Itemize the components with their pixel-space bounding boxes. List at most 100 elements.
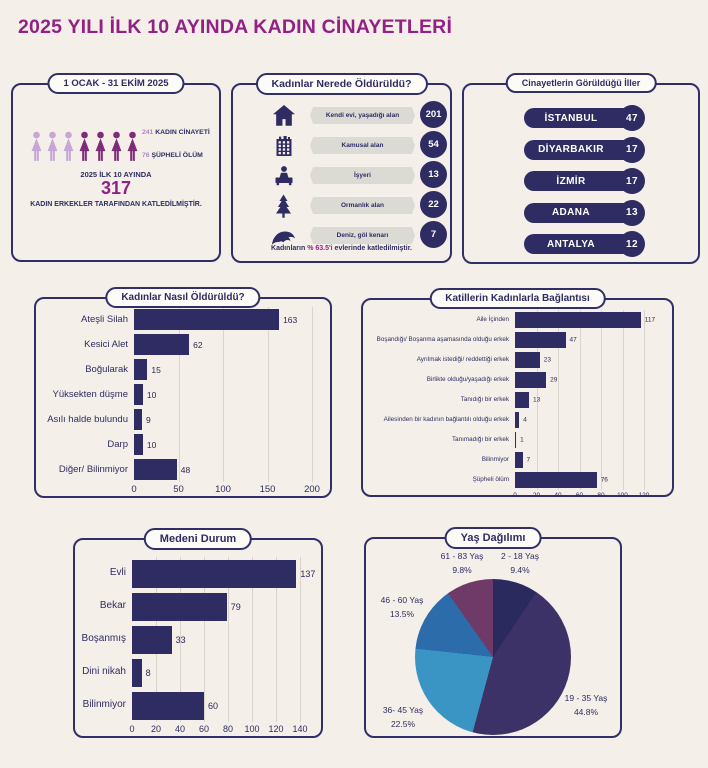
location-panel: Kadınlar Nerede Öldürüldü? Kendi evi, ya… [231, 73, 452, 263]
gridline [252, 557, 253, 722]
summary-panel: 1 OCAK - 31 EKİM 2025 241 KADIN CİNAYETİ… [11, 73, 221, 262]
bar-track: 8 [132, 656, 300, 689]
bar-category-label: Boşandığı/ Boşanma aşamasında olduğu erk… [376, 335, 509, 343]
bar-value-label: 9 [146, 414, 151, 425]
bar-row: Tanıdığı bir erkek 13 [367, 390, 644, 410]
x-tick-label: 20 [532, 492, 541, 499]
bar-row: Boşanmış 33 [79, 623, 300, 656]
note-suffix: evlerinde katledilmiştir. [332, 245, 412, 252]
suspicious-death-stat: 76 ŞÜPHELİ ÖLÜM [142, 152, 210, 159]
workplace-icon [270, 162, 297, 189]
killer-relation-chart-title: Katillerin Kadınlarla Bağlantısı [445, 293, 590, 304]
x-tick-label: 0 [513, 492, 517, 499]
bar-track: 79 [132, 590, 300, 623]
gridline [300, 557, 301, 722]
bar-category-label: Aile İçinden [476, 315, 509, 323]
city-name: İZMİR [556, 175, 586, 187]
gridline [228, 557, 229, 722]
bar-category-label: Yüksekten düşme [52, 388, 128, 400]
gridline [312, 307, 313, 482]
bar-track: 47 [515, 330, 644, 350]
bar-row: Şüpheli ölüm 76 [367, 470, 644, 490]
x-tick-label: 140 [292, 724, 308, 734]
bar [134, 334, 190, 355]
x-tick-label: 100 [244, 724, 260, 734]
x-tick-label: 40 [174, 724, 186, 734]
x-tick-label: 80 [222, 724, 234, 734]
pie-slice-label: 61 - 83 Yaş [440, 551, 484, 561]
bar-category-label: Ayrılmak istediği/ reddettiği erkek [416, 355, 509, 363]
bar-track: 117 [515, 310, 655, 330]
bar-category-label: Bilinmiyor [82, 699, 126, 711]
woman-icon [45, 130, 60, 169]
bar [515, 472, 597, 488]
bar-category-label: Evli [109, 567, 126, 579]
bar-value-label: 33 [175, 634, 186, 645]
bar [132, 559, 297, 588]
bar-track: 9 [134, 407, 312, 432]
wave-icon [270, 222, 297, 249]
bar-category-label: Darp [107, 438, 128, 450]
bar-track: 62 [134, 332, 312, 357]
location-count-badge: 201 [420, 101, 447, 128]
bar [132, 691, 204, 720]
method-chart-header: Kadınlar Nasıl Öldürüldü? [105, 287, 261, 308]
bar-value-label: 15 [151, 364, 161, 375]
x-axis: 0 20 40 60 80 100 120 [513, 491, 649, 504]
woman-icon [77, 130, 92, 169]
pie-slice-label: 2 - 18 Yaş [501, 551, 539, 561]
bar-row: Tanımadığı bir erkek 1 [367, 430, 644, 450]
gridline [558, 310, 559, 490]
location-row: İşyeri 13 [233, 160, 450, 190]
bar-row: Boğularak 15 [44, 357, 312, 382]
gridline [180, 557, 181, 722]
location-count-badge: 13 [420, 161, 447, 188]
house-icon [270, 102, 297, 129]
gridlines [134, 307, 313, 482]
age-pie-chart [415, 579, 571, 735]
bar-row: Ayrılmak istediği/ reddettiği erkek 23 [367, 350, 644, 370]
bar-row: Darp 10 [44, 432, 312, 457]
pie-slice-percent: 9.8% [452, 565, 472, 576]
bar-category-label: Boğularak [85, 363, 128, 375]
bar-row: Kesici Alet 62 [44, 332, 312, 357]
bar-track: 163 [134, 307, 312, 332]
x-tick-label: 40 [554, 492, 562, 499]
bar [134, 359, 148, 380]
bar-value-label: 1 [520, 436, 524, 444]
gridline [622, 310, 624, 490]
x-axis: 0 20 40 60 80 100 120 140 [129, 723, 307, 736]
bar-category-label: Bekar [99, 600, 126, 612]
x-tick-label: 0 [131, 484, 137, 495]
location-row: Ormanlık alan 22 [233, 190, 450, 220]
x-tick-label: 60 [198, 724, 210, 734]
gridline [601, 310, 602, 490]
bar-category-label: Dini nikah [82, 666, 126, 678]
bar-row: Ateşli Silah 163 [44, 307, 312, 332]
bar [132, 625, 172, 654]
gridline [204, 557, 205, 722]
gridline [536, 310, 538, 490]
city-name: ADANA [551, 207, 591, 218]
femicide-count: 241 [142, 129, 154, 136]
gridlines [515, 310, 645, 490]
bar-row: Birlikte olduğu/yaşadığı erkek 29 [367, 370, 644, 390]
bar [515, 432, 517, 448]
bar [515, 392, 529, 408]
x-tick-label: 100 [617, 492, 628, 499]
age-chart-title: Yaş Dağılımı [460, 532, 526, 544]
location-label: Deniz, göl kenarı [310, 227, 415, 244]
pie-slice-percent: 22.5% [390, 719, 416, 730]
x-tick-label: 120 [638, 492, 650, 499]
bar-row: Bilinmiyor 60 [79, 689, 300, 722]
city-name: DİYARBAKIR [538, 144, 604, 155]
date-range-label: 1 OCAK - 31 EKİM 2025 [63, 78, 169, 89]
bar [515, 312, 641, 328]
city-count-badge: 47 [619, 105, 645, 131]
total-count: 317 [100, 178, 132, 198]
location-rows: Kendi evi, yaşadığı alan 201 Kamusal alan 5… [233, 100, 450, 250]
gridline [178, 307, 180, 482]
x-axis: 0 50 100 150 200 [131, 483, 320, 496]
x-tick-label: 200 [304, 484, 320, 495]
bar [134, 384, 143, 405]
